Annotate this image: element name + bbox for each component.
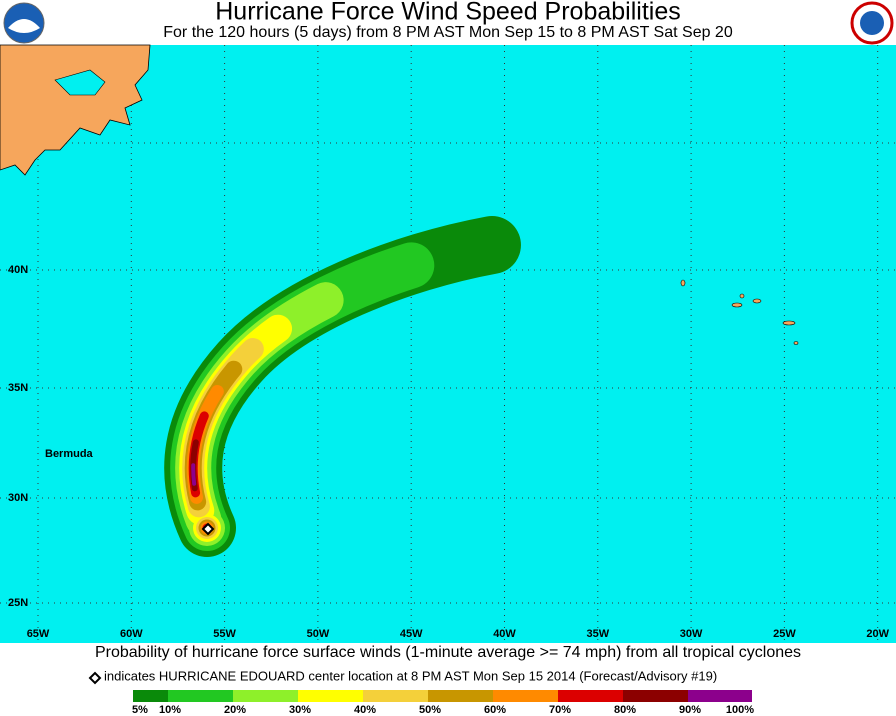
ocean [0, 45, 896, 643]
lat-label: 30N [8, 492, 28, 504]
legend-label: 40% [354, 704, 376, 716]
note: indicates HURRICANE EDOUARD center locat… [104, 668, 717, 683]
nws-logo [850, 1, 894, 45]
legend-label: 80% [614, 704, 636, 716]
legend-swatch [623, 690, 688, 702]
legend-label: 70% [549, 704, 571, 716]
title: Hurricane Force Wind Speed Probabilities [215, 0, 681, 26]
legend-swatch [428, 690, 493, 702]
graticule: 45N40N35N30N25N65W60W55W50W45W40W35W30W2… [0, 45, 896, 643]
storm-center [201, 522, 215, 536]
caption: Probability of hurricane force surface w… [95, 644, 801, 661]
lon-label: 25W [773, 628, 796, 640]
legend-swatch [363, 690, 428, 702]
legend-label: 90% [679, 704, 701, 716]
lat-label: 25N [8, 597, 28, 609]
legend-label: 10% [159, 704, 181, 716]
legend-swatch [558, 690, 623, 702]
legend-label: 5% [132, 704, 148, 716]
lon-label: 45W [400, 628, 423, 640]
legend-swatch [688, 690, 752, 702]
lon-label: 60W [120, 628, 143, 640]
lat-label: 35N [8, 382, 28, 394]
lat-label: 40N [8, 264, 28, 276]
lon-label: 50W [307, 628, 330, 640]
legend: 5% 10% 20% 30% 40% 50% 60% 70% 80% 90% 100% [132, 690, 754, 716]
legend-label: 60% [484, 704, 506, 716]
legend-swatch [133, 690, 168, 702]
subtitle: For the 120 hours (5 days) from 8 PM AST… [163, 24, 733, 41]
legend-swatch [168, 690, 233, 702]
legend-swatch [493, 690, 558, 702]
legend-swatch [298, 690, 363, 702]
swath-band [191, 243, 494, 530]
lon-label: 40W [493, 628, 516, 640]
lon-label: 35W [586, 628, 609, 640]
legend-label: 20% [224, 704, 246, 716]
land-canada [0, 44, 151, 176]
lon-label: 65W [27, 628, 50, 640]
probability-swath [164, 216, 521, 557]
legend-label: 50% [419, 704, 441, 716]
lon-label: 20W [866, 628, 889, 640]
lon-label: 30W [680, 628, 703, 640]
place-label: Bermuda [45, 448, 94, 460]
legend-label: 30% [289, 704, 311, 716]
legend-label: 100% [726, 704, 754, 716]
note-icon [88, 671, 102, 685]
lon-label: 55W [213, 628, 236, 640]
azores [680, 279, 799, 345]
legend-swatch [233, 690, 298, 702]
gulf [54, 69, 106, 96]
noaa-logo [3, 2, 45, 44]
